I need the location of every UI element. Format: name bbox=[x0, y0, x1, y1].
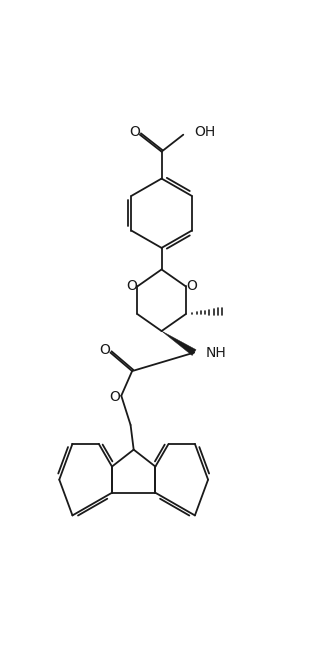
Text: O: O bbox=[126, 279, 137, 294]
Text: O: O bbox=[187, 279, 198, 294]
Text: O: O bbox=[109, 390, 120, 404]
Text: OH: OH bbox=[194, 125, 215, 139]
Text: O: O bbox=[99, 343, 110, 356]
Text: O: O bbox=[129, 125, 140, 139]
Text: NH: NH bbox=[206, 347, 227, 360]
Polygon shape bbox=[162, 331, 196, 356]
